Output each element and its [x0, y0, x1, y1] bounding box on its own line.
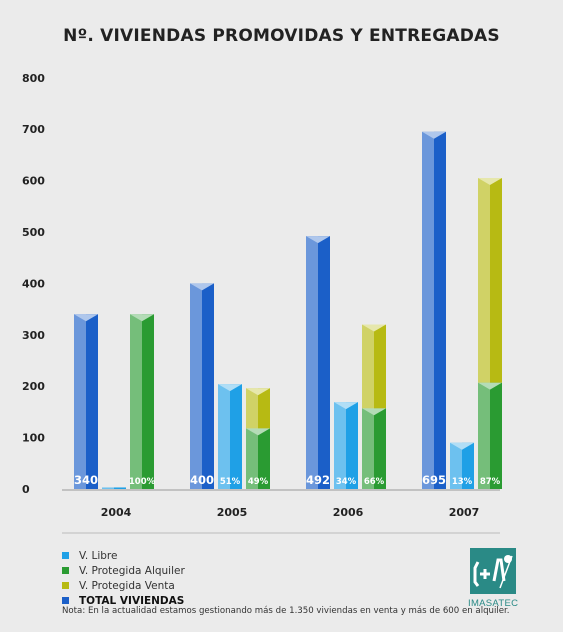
- bar-libre-2006-left-face: [334, 402, 346, 489]
- bar-protegida-venta-2006-bevel: [362, 324, 386, 332]
- y-tick-label-400: 400: [22, 277, 45, 290]
- bar-total-2005: [202, 283, 214, 489]
- x-tick-label-2007: 2007: [449, 506, 480, 519]
- legend-item-total: TOTAL VIVIENDAS: [62, 593, 185, 608]
- bar-protegida-venta-2007-bevel: [478, 178, 502, 186]
- data-label-libre-2007: 13%: [452, 477, 473, 487]
- bar-chart: 0 100 200 300 400 500 600 700 800 340 100% 2004 400 5…: [22, 72, 502, 534]
- bar-total-2007-bevel: [422, 131, 446, 139]
- chart-title: Nº. VIVIENDAS PROMOVIDAS Y ENTREGADAS: [63, 26, 500, 46]
- bar-protegida-alquiler-2005-bevel: [246, 428, 270, 436]
- y-tick-label-500: 500: [22, 226, 45, 239]
- bar-protegida-venta-2006: [374, 324, 386, 409]
- bar-total-2007: [434, 131, 446, 489]
- bar-libre-2006: [346, 402, 358, 489]
- bar-libre-2004-left-face: [102, 487, 114, 489]
- bar-libre-2005-left-face: [218, 384, 230, 489]
- y-tick-label-0: 0: [22, 483, 30, 496]
- bar-total-2006-bevel: [306, 236, 330, 244]
- bar-protegida-venta-2007: [490, 178, 502, 383]
- bar-total-2005-left-face: [190, 283, 202, 489]
- data-label-total-2005: 400: [190, 473, 214, 487]
- legend-swatch-total: [62, 597, 69, 604]
- bar-protegida-alquiler-2007-bevel: [478, 382, 502, 390]
- bar-total-2005-bevel: [190, 283, 214, 291]
- y-tick-label-700: 700: [22, 123, 45, 136]
- data-label-protegida-2006: 66%: [364, 477, 385, 487]
- data-label-total-2004: 340: [74, 473, 98, 487]
- logo-text: IMASATEC: [468, 598, 519, 609]
- imasatec-logo-icon: [470, 548, 516, 594]
- legend-item-libre: V. Libre: [62, 548, 185, 563]
- bar-protegida-alquiler-2007: [490, 382, 502, 489]
- legend-swatch-libre: [62, 552, 69, 559]
- bar-libre-2005: [230, 384, 242, 489]
- bar-protegida-alquiler-2004-left-face: [130, 314, 142, 489]
- logo-glyph-icon: [473, 555, 513, 589]
- bar-libre-2007-bevel: [450, 442, 474, 450]
- bar-libre-2007: [462, 442, 474, 489]
- bar-protegida-alquiler-2004: [142, 314, 154, 489]
- bar-protegida-venta-2007-left-face: [478, 178, 490, 383]
- bar-libre-2005-bevel: [218, 384, 242, 392]
- x-tick-label-2004: 2004: [101, 506, 132, 519]
- bar-protegida-alquiler-2006-bevel: [362, 408, 386, 416]
- footnote: Nota: En la actualidad estamos gestionan…: [62, 606, 510, 616]
- data-label-protegida-2007: 87%: [480, 477, 501, 487]
- x-tick-label-2006: 2006: [333, 506, 364, 519]
- bar-total-2006: [318, 236, 330, 489]
- y-tick-label-100: 100: [22, 432, 45, 445]
- bar-libre-2006-bevel: [334, 402, 358, 410]
- data-label-total-2007: 695: [422, 473, 446, 487]
- bar-libre-2004: [114, 487, 126, 489]
- bar-protegida-alquiler-2005: [258, 428, 270, 489]
- legend-swatch-protegida-alquiler: [62, 567, 69, 574]
- bar-protegida-venta-2005: [258, 388, 270, 429]
- y-tick-label-300: 300: [22, 329, 45, 342]
- bar-libre-2007-left-face: [450, 442, 462, 489]
- bar-protegida-alquiler-2005-left-face: [246, 428, 258, 489]
- legend-label-protegida-venta: V. Protegida Venta: [79, 579, 175, 592]
- bar-protegida-alquiler-2006: [374, 408, 386, 489]
- bar-protegida-alquiler-2007-left-face: [478, 382, 490, 489]
- bar-protegida-venta-2005-left-face: [246, 388, 258, 429]
- bar-total-2004-bevel: [74, 314, 98, 322]
- bar-total-2004-left-face: [74, 314, 86, 489]
- legend-item-protegida-alquiler: V. Protegida Alquiler: [62, 563, 185, 578]
- data-label-protegida-2004: 100%: [129, 477, 156, 487]
- y-tick-label-600: 600: [22, 175, 45, 188]
- bar-protegida-venta-2005-bevel: [246, 388, 270, 396]
- legend-label-total: TOTAL VIVIENDAS: [79, 594, 185, 607]
- bar-total-2007-left-face: [422, 131, 434, 489]
- data-label-libre-2005: 51%: [220, 477, 241, 487]
- y-tick-label-800: 800: [22, 72, 45, 85]
- bar-protegida-alquiler-2004-bevel: [130, 314, 154, 322]
- x-tick-label-2005: 2005: [217, 506, 248, 519]
- legend-swatch-protegida-venta: [62, 582, 69, 589]
- data-label-total-2006: 492: [306, 473, 330, 487]
- data-label-protegida-2005: 49%: [248, 477, 269, 487]
- bar-total-2004: [86, 314, 98, 489]
- legend-label-protegida-alquiler: V. Protegida Alquiler: [79, 564, 185, 577]
- bar-total-2006-left-face: [306, 236, 318, 489]
- bar-protegida-alquiler-2006-left-face: [362, 408, 374, 489]
- bar-protegida-venta-2006-left-face: [362, 324, 374, 409]
- y-tick-label-200: 200: [22, 380, 45, 393]
- legend-label-libre: V. Libre: [79, 549, 118, 562]
- legend: V. Libre V. Protegida Alquiler V. Proteg…: [62, 548, 185, 608]
- legend-item-protegida-venta: V. Protegida Venta: [62, 578, 185, 593]
- data-label-libre-2006: 34%: [336, 477, 357, 487]
